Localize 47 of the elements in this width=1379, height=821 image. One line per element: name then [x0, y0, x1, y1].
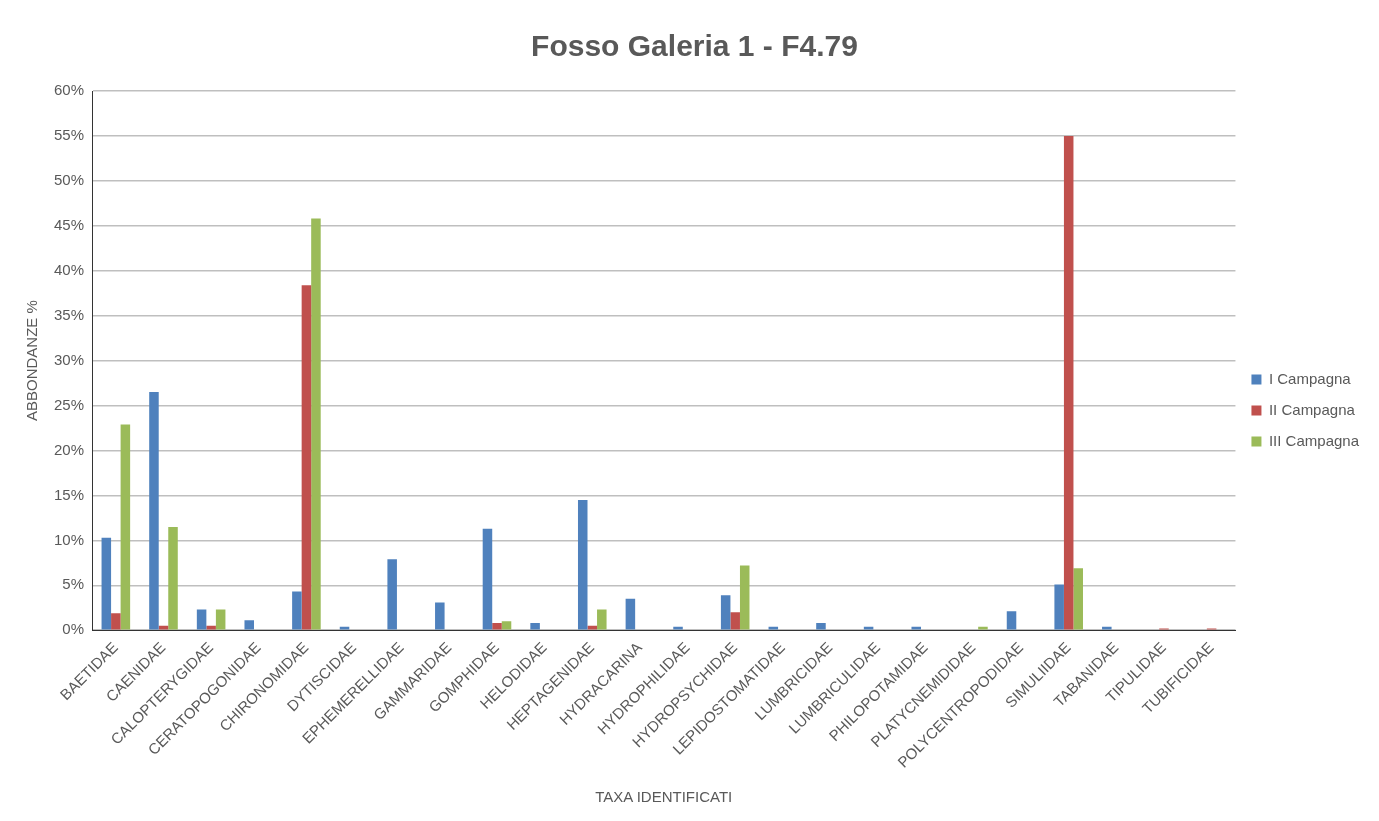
y-axis-title: ABBONDANZE %	[23, 300, 41, 422]
y-tick-label: 35%	[53, 305, 85, 323]
bar	[111, 613, 121, 630]
legend-label: II Campagna	[1268, 400, 1356, 418]
y-tick-label: 25%	[53, 395, 85, 413]
y-tick-label: 40%	[53, 260, 85, 278]
bar	[244, 620, 255, 630]
y-tick-label: 50%	[53, 171, 85, 189]
bar	[482, 528, 493, 630]
bar	[120, 424, 131, 630]
bar	[1006, 611, 1017, 630]
bar	[215, 609, 226, 630]
bar	[1054, 584, 1064, 630]
bar	[311, 218, 321, 630]
bar	[1073, 568, 1083, 630]
bar	[1063, 135, 1074, 630]
y-tick-label: 10%	[53, 530, 85, 548]
y-tick-label: 20%	[53, 440, 85, 458]
legend-label: III Campagna	[1268, 431, 1360, 449]
y-tick-label: 60%	[53, 81, 85, 99]
bar	[196, 609, 207, 630]
y-tick-label: 45%	[53, 215, 85, 233]
chart-title: Fosso Galeria 1 - F4.79	[531, 29, 858, 63]
bar	[816, 623, 826, 630]
bar	[492, 623, 502, 630]
bar	[730, 612, 740, 630]
y-tick-label: 0%	[62, 620, 85, 638]
y-tick-label: 30%	[53, 350, 85, 368]
bar	[168, 526, 178, 630]
bar	[530, 623, 540, 630]
bar	[625, 598, 636, 630]
bar	[292, 591, 302, 630]
bar	[435, 602, 445, 630]
bar	[101, 537, 112, 630]
bar	[387, 559, 397, 630]
bar	[501, 621, 512, 630]
bar	[739, 565, 750, 630]
bar	[577, 499, 588, 630]
bar	[301, 285, 312, 630]
bar	[149, 392, 159, 630]
legend-label: I Campagna	[1268, 369, 1352, 387]
y-tick-label: 15%	[53, 485, 85, 503]
y-tick-label: 55%	[53, 126, 85, 144]
bar	[597, 609, 607, 630]
bar	[720, 595, 731, 630]
y-tick-label: 5%	[62, 575, 85, 593]
x-axis-title: TAXA IDENTIFICATI	[595, 788, 733, 806]
